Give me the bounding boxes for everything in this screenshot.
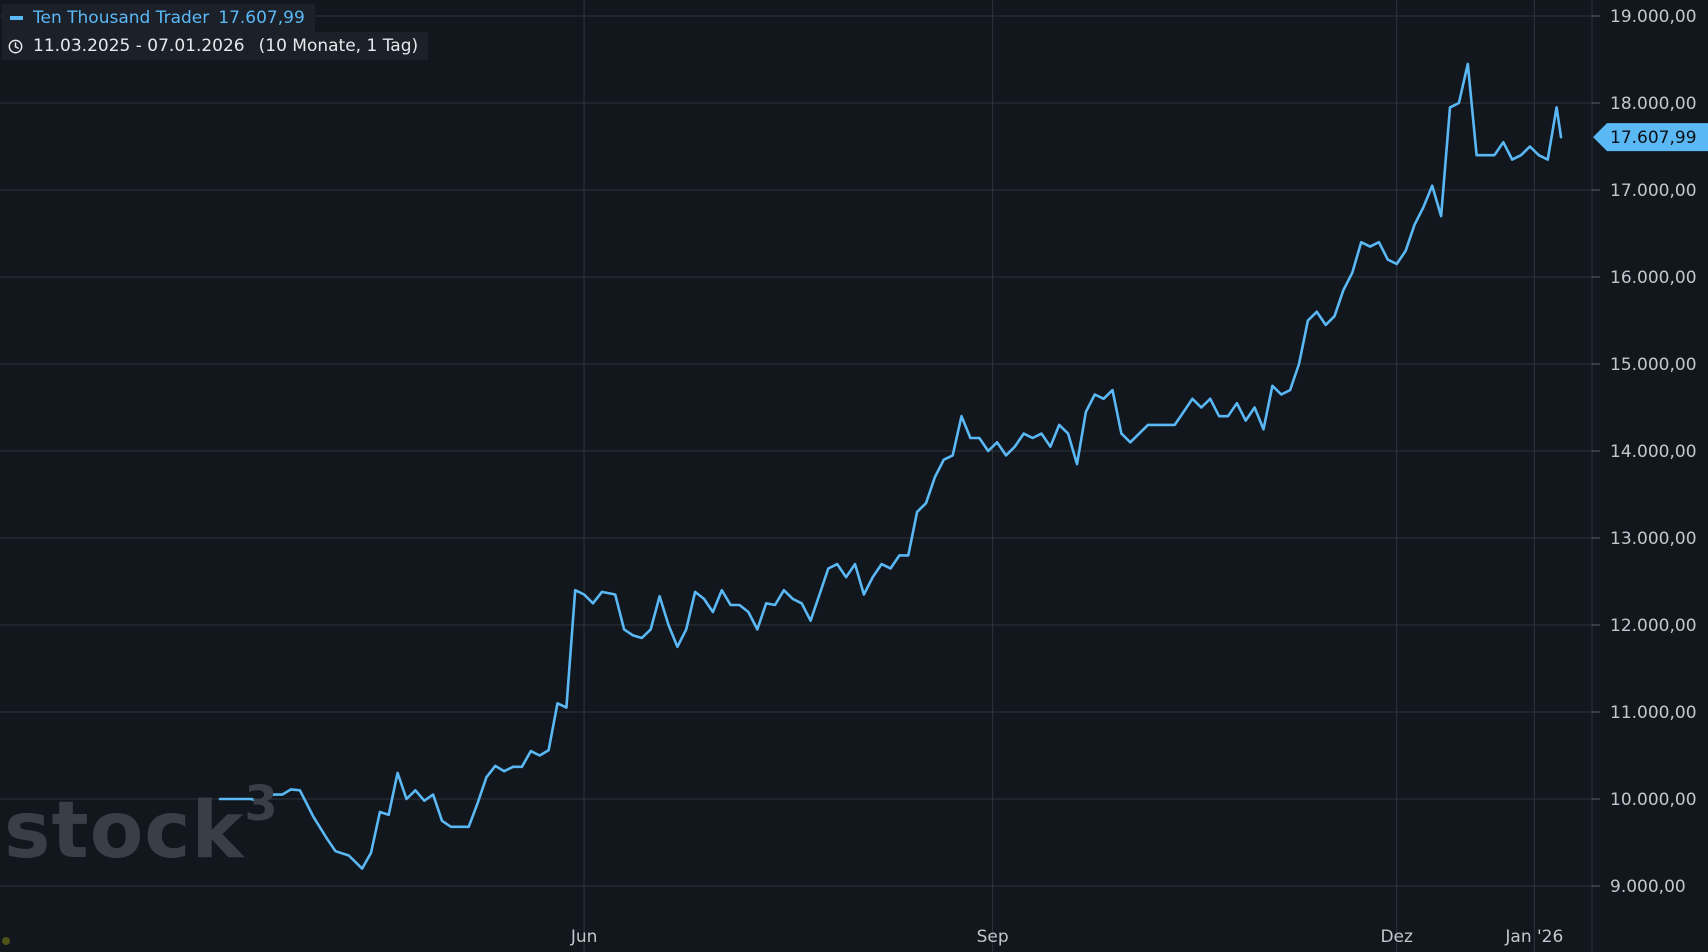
series-legend: Ten Thousand Trader 17.607,99 xyxy=(2,4,315,32)
date-range-text: 11.03.2025 - 07.01.2026 xyxy=(33,36,245,56)
x-tick-label: Jun xyxy=(570,927,598,947)
legend-swatch xyxy=(10,16,23,20)
last-value-label: 17.607,99 xyxy=(1610,128,1697,148)
legend-series-name: Ten Thousand Trader xyxy=(33,8,210,28)
x-tick-label: Dez xyxy=(1380,927,1413,947)
clock-icon xyxy=(8,39,23,53)
y-tick-label: 19.000,00 xyxy=(1610,7,1697,27)
series-line-ten-thousand-trader xyxy=(218,62,1563,870)
y-tick-label: 10.000,00 xyxy=(1610,790,1697,810)
y-tick-label: 13.000,00 xyxy=(1610,529,1697,549)
legend-series-value: 17.607,99 xyxy=(218,8,305,28)
y-tick-label: 9.000,00 xyxy=(1610,877,1686,897)
last-value-badge xyxy=(1593,123,1708,152)
y-tick-label: 17.000,00 xyxy=(1610,181,1697,201)
watermark-text: stock xyxy=(4,786,245,876)
last-value-marker: 17.607,99 xyxy=(1593,123,1708,152)
y-tick-label: 12.000,00 xyxy=(1610,616,1697,636)
stock3-watermark-logo: stock3 xyxy=(4,780,279,870)
series-layer xyxy=(218,62,1563,870)
date-range-info: 11.03.2025 - 07.01.2026 (10 Monate, 1 Ta… xyxy=(2,32,429,60)
y-tick-label: 11.000,00 xyxy=(1610,703,1697,723)
y-tick-label: 15.000,00 xyxy=(1610,355,1697,375)
y-tick-label: 18.000,00 xyxy=(1610,94,1697,114)
status-dot-icon xyxy=(2,937,10,945)
y-tick-label: 14.000,00 xyxy=(1610,442,1697,462)
y-axis-ticks: 9.000,00 10.000,00 11.000,00 12.000,00 13.00… xyxy=(1592,7,1697,897)
x-axis-ticks: Jun Sep Dez Jan '26 xyxy=(570,927,1563,947)
watermark-superscript: 3 xyxy=(244,776,279,832)
x-tick-label: Sep xyxy=(977,927,1009,947)
x-tick-label: Jan '26 xyxy=(1504,927,1563,947)
date-range-duration: (10 Monate, 1 Tag) xyxy=(258,36,419,56)
y-tick-label: 16.000,00 xyxy=(1610,268,1697,288)
